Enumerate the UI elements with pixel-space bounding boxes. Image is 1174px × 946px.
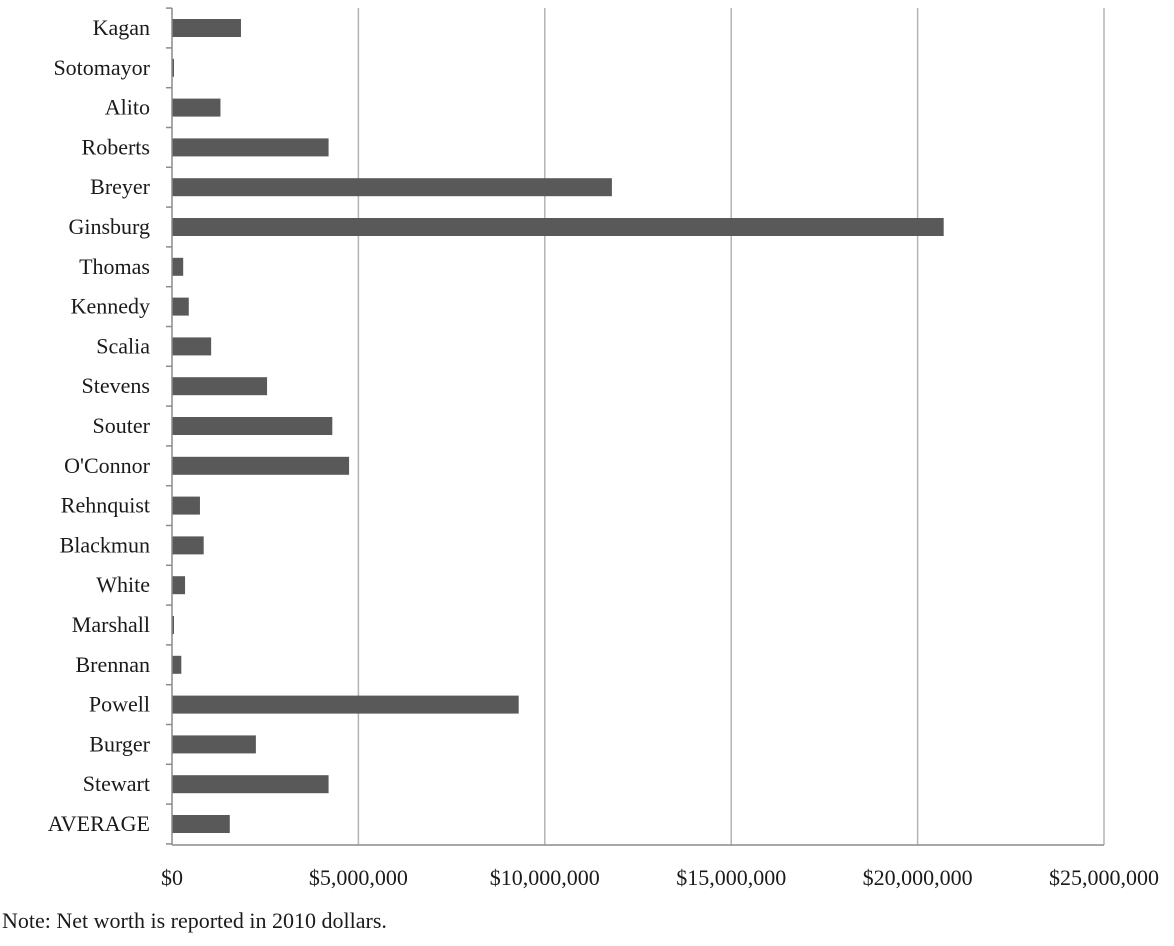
- bar-sotomayor: [172, 58, 174, 77]
- bar-kagan: [172, 19, 241, 37]
- category-label: Powell: [89, 692, 150, 717]
- category-labels: Kagan Sotomayor Alito Roberts Breyer Ginsburg…: [48, 15, 151, 836]
- bar-marshall: [172, 616, 174, 634]
- bar-o-connor: [172, 456, 350, 475]
- category-label: Sotomayor: [53, 55, 150, 80]
- bar-rehnquist: [172, 496, 200, 515]
- chart-note: Note: Net worth is reported in 2010 doll…: [2, 908, 387, 933]
- bars: [172, 19, 944, 833]
- bar-alito: [172, 98, 221, 117]
- axes: [166, 7, 1104, 846]
- bar-blackmun: [172, 536, 204, 555]
- category-label: Brennan: [75, 652, 150, 677]
- x-tick-label: $25,000,000: [1049, 865, 1159, 890]
- category-label: Stevens: [82, 373, 150, 398]
- category-label: Blackmun: [60, 532, 150, 557]
- category-label: Roberts: [82, 134, 150, 159]
- x-tick-label: $10,000,000: [490, 865, 600, 890]
- bar-scalia: [172, 337, 212, 356]
- category-label: AVERAGE: [48, 811, 150, 836]
- tick-labels: $0 $5,000,000 $10,000,000 $15,000,000 $20,00…: [161, 865, 1159, 890]
- bar-roberts: [172, 138, 329, 157]
- x-tick-label: $20,000,000: [863, 865, 973, 890]
- gridlines: [357, 8, 1105, 845]
- bar-brennan: [172, 655, 182, 674]
- bar-ginsburg: [172, 218, 944, 236]
- category-label: Kennedy: [71, 294, 150, 319]
- bar-breyer: [172, 178, 612, 197]
- category-label: Breyer: [90, 174, 151, 199]
- category-label: Scalia: [96, 333, 150, 358]
- category-label: Ginsburg: [69, 214, 151, 239]
- bar-burger: [172, 735, 256, 754]
- category-label: O'Connor: [64, 453, 151, 478]
- category-label: Kagan: [93, 15, 150, 40]
- bar-white: [172, 576, 186, 595]
- bar-thomas: [172, 257, 184, 276]
- category-label: Burger: [89, 731, 150, 756]
- x-tick-label: $15,000,000: [676, 865, 786, 890]
- category-label: Rehnquist: [61, 493, 150, 518]
- category-label: Souter: [93, 413, 151, 438]
- bar-stewart: [172, 775, 329, 794]
- bar-chart: Kagan Sotomayor Alito Roberts Breyer Ginsburg…: [48, 7, 1159, 890]
- bar-souter: [172, 417, 333, 435]
- category-label: White: [96, 572, 150, 597]
- category-label: Thomas: [79, 254, 150, 279]
- bar-stevens: [172, 377, 268, 396]
- bar-powell: [172, 695, 519, 714]
- category-label: Alito: [105, 95, 150, 120]
- bar-kennedy: [172, 297, 189, 316]
- x-tick-label: $0: [161, 865, 183, 890]
- x-tick-label: $5,000,000: [309, 865, 408, 890]
- bar-average: [172, 815, 230, 833]
- category-label: Marshall: [72, 612, 150, 637]
- category-label: Stewart: [83, 771, 150, 796]
